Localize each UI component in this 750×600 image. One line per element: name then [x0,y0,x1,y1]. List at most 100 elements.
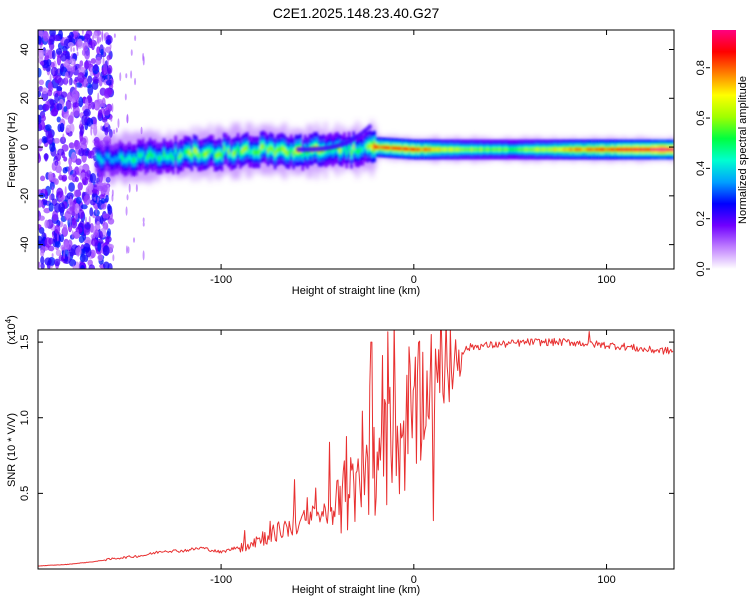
ridge-cell [551,147,554,152]
noise-streak [77,229,80,235]
noise-blob [68,174,74,181]
noise-streak [49,194,52,201]
noise-streak [126,113,129,124]
noise-blob [100,198,107,204]
noise-blob [103,63,108,74]
ridge-cell [338,147,342,153]
ridge-cell [567,147,571,152]
ridge-cell [410,147,413,151]
noise-blob [68,157,73,166]
noise-blob [42,103,49,112]
colorbar-tick-label: 0.6 [695,110,707,125]
spectrogram-ridge-layer [95,119,674,189]
ridge-cell [278,146,281,152]
noise-streak [77,248,80,258]
noise-streak [103,33,106,41]
noise-streak [76,51,79,57]
noise-blob [100,48,104,56]
snr-frame [37,329,675,570]
ridge-cell [472,147,476,152]
noise-streak [68,78,71,86]
noise-blob [97,109,103,119]
ridge-cell [331,148,335,154]
noise-streak [56,233,59,242]
snr-x-axis: -100 0 100 [210,330,616,586]
noise-blob [84,48,90,60]
ridge-cell [396,146,399,151]
noise-blob [59,122,65,133]
noise-streak [69,195,72,205]
ridge-cell [262,143,265,150]
ridge-cell [340,148,344,154]
noise-streak [84,216,87,225]
noise-blob [40,249,45,257]
ridge-cell [250,149,254,155]
ridge-cell [544,147,547,152]
ridge-cell [290,147,293,153]
ridge-cell [375,145,379,149]
snr-x-axis-label: Height of straight line (km) [292,584,420,596]
noise-blob [47,89,53,97]
noise-blob [80,124,85,136]
ridge-cell [273,150,277,157]
ridge-cell [179,153,182,159]
noise-blob [53,137,60,144]
ridge-cell [593,147,596,152]
ridge-cell [199,152,203,159]
noise-streak [62,133,65,142]
noise-blob [96,46,101,55]
noise-blob [101,117,108,123]
noise-streak [101,30,104,41]
ridge-cell [579,147,582,152]
noise-streak [128,183,131,193]
ridge-cell [232,151,235,157]
noise-blob [38,215,45,221]
ridge-cell [417,147,420,152]
ridge-cell [364,143,367,149]
noise-blob [83,194,91,206]
ridge-cell [218,151,221,157]
ridge-cell [590,147,594,152]
noise-blob [83,60,90,70]
ridge-cell [421,147,425,152]
ridge-cell [542,147,545,152]
noise-blob [79,137,87,145]
snr-y-tick-label: 0.5 [19,486,31,501]
noise-blob [40,60,45,66]
noise-streak [115,127,118,133]
noise-streak [79,120,82,127]
snr-series [38,330,674,567]
ridge-cell [523,147,527,152]
noise-blob [50,109,58,117]
ridge-cell [227,148,231,155]
ridge-cell [142,151,145,157]
ridge-cell [380,145,383,150]
ridge-cell [162,151,166,157]
ridge-cell [442,147,446,152]
noise-blob [79,253,86,263]
ridge-cell [98,155,101,161]
chart-title: C2E1.2025.148.23.40.G27 [273,5,440,21]
colorbar-tick-label: 0.0 [695,261,707,276]
snr-y-axis-label: SNR (10 * V/V) [6,413,18,487]
ridge-cell [465,147,469,152]
noise-streak [125,206,128,216]
noise-blob [41,87,48,95]
noise-blob [55,48,63,56]
noise-streak [99,253,102,259]
ridge-cell [144,156,147,162]
ridge-cell [569,147,573,152]
noise-blob [91,101,96,110]
noise-blob [38,30,43,38]
ridge-cell [445,147,448,152]
ridge-cell [391,146,395,150]
noise-streak [102,56,105,66]
ridge-cell [260,144,263,150]
noise-streak [52,67,55,76]
ridge-cell [599,147,603,152]
noise-streak [104,121,107,129]
noise-blob [47,82,53,90]
ridge-cell [112,157,115,164]
ridge-cell [146,153,150,160]
noise-streak [135,184,138,193]
